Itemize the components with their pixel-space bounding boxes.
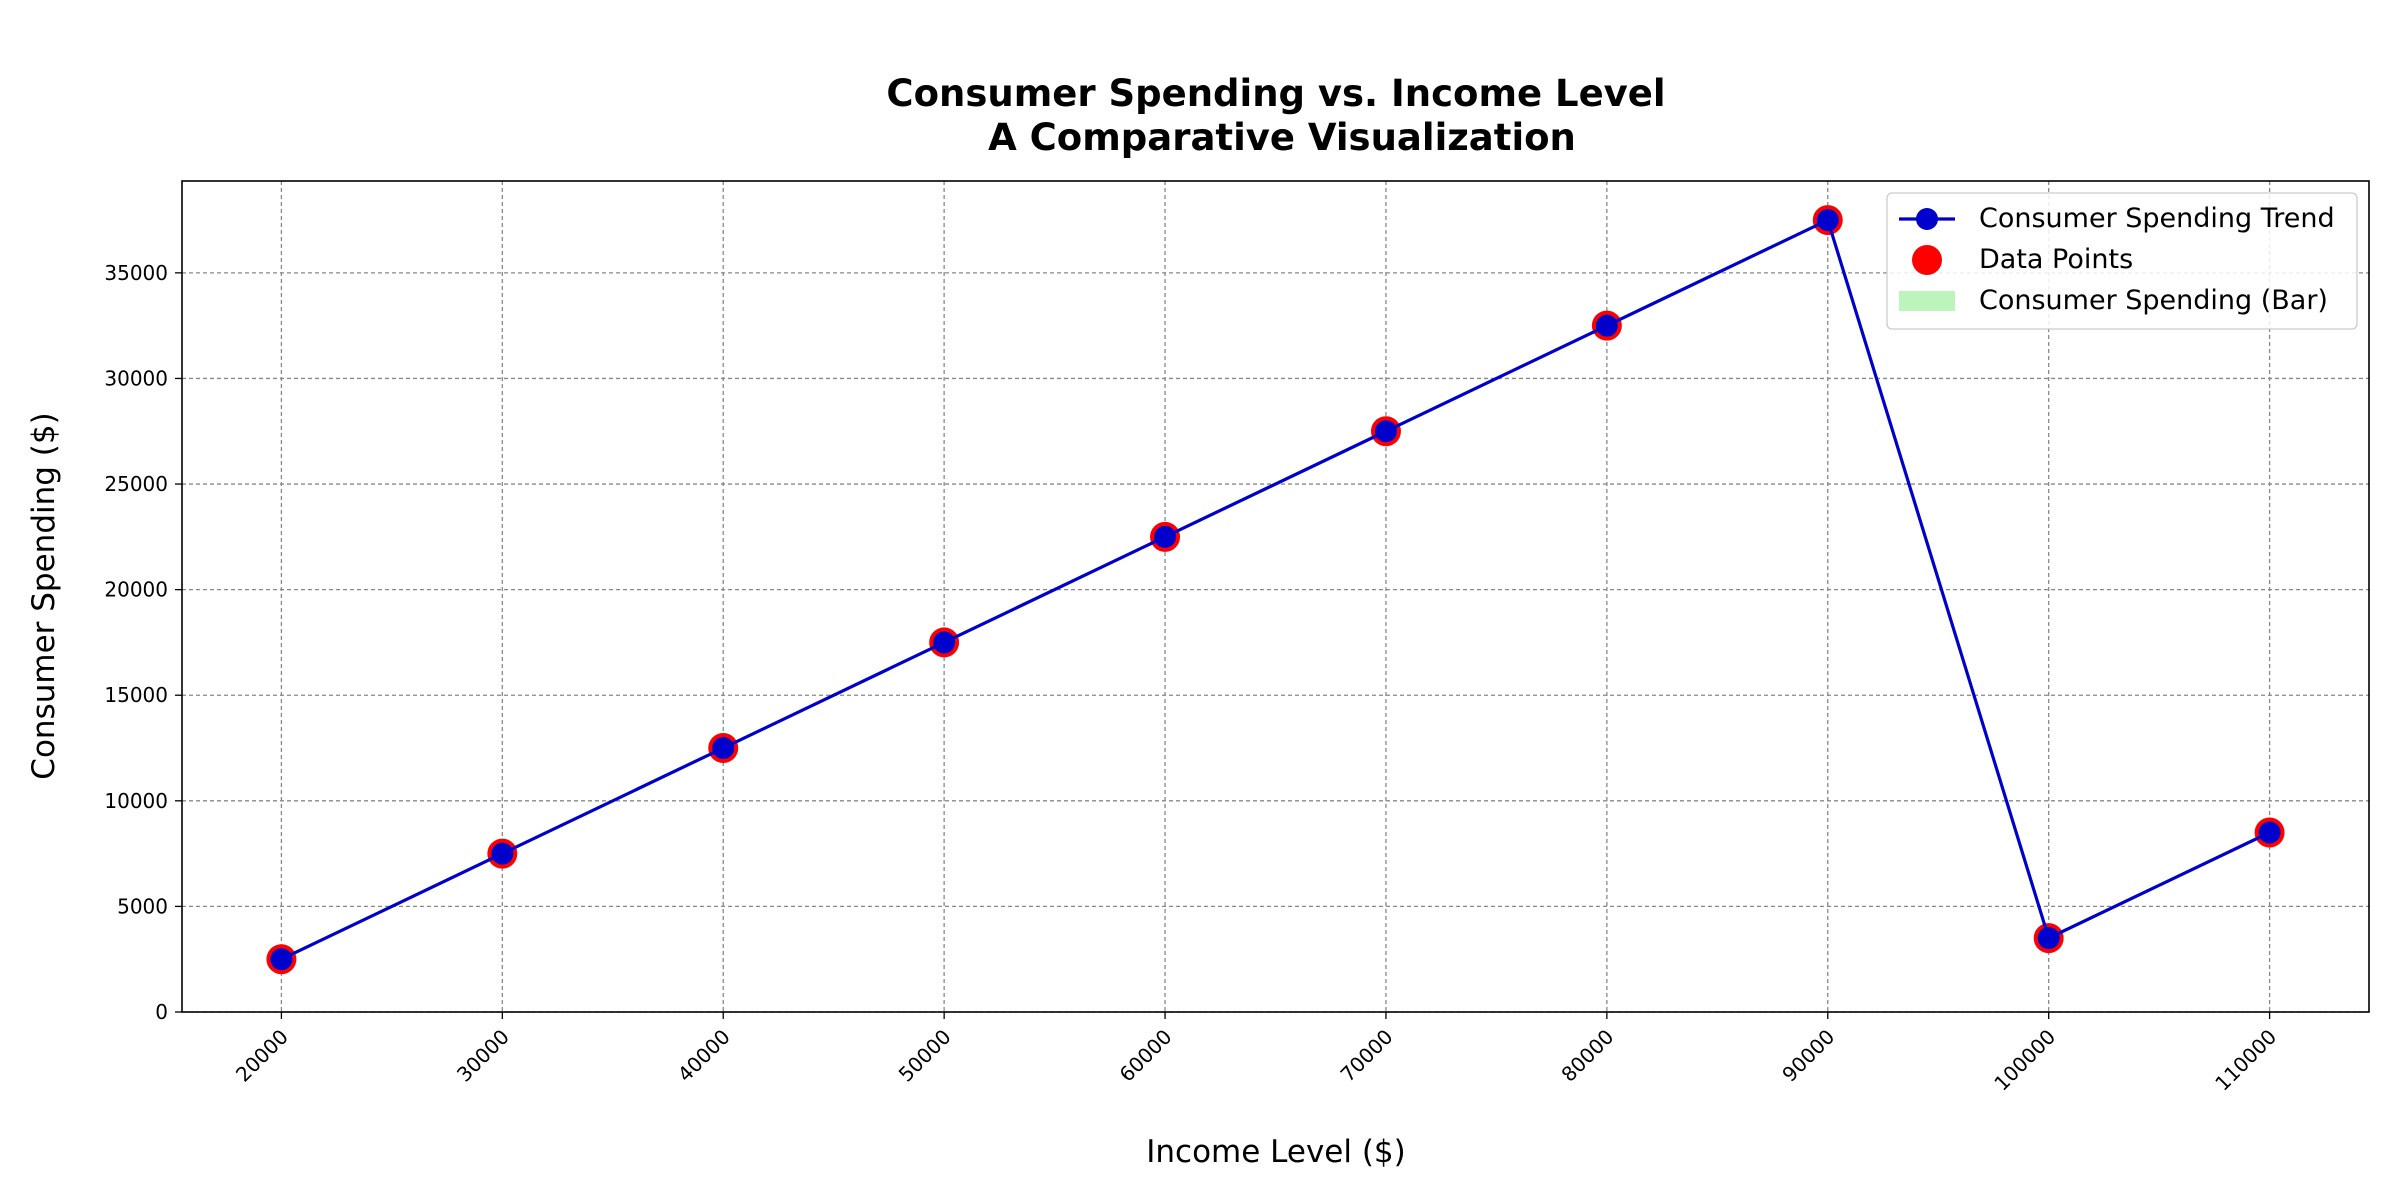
legend-swatch	[1916, 208, 1938, 230]
plot-frame	[181, 180, 2370, 1013]
x-tick-label: 100000	[1989, 1025, 2060, 1096]
x-tick-label: 30000	[452, 1025, 514, 1087]
x-tick-label: 20000	[231, 1025, 293, 1087]
legend-label: Consumer Spending (Bar)	[1979, 285, 2328, 316]
legend-label: Data Points	[1979, 244, 2133, 275]
line-marker	[1374, 420, 1397, 443]
y-tick-label: 5000	[117, 894, 168, 918]
x-tick-label: 40000	[673, 1025, 735, 1087]
legend-box	[1886, 192, 2358, 330]
line-marker	[2258, 821, 2281, 844]
x-axis-label: Income Level ($)	[1146, 1134, 1406, 1170]
y-tick-label: 30000	[104, 366, 168, 390]
line-marker	[1154, 525, 1177, 548]
x-tick-label: 110000	[2210, 1025, 2281, 1096]
line	[280, 217, 2271, 961]
legend: Consumer Spending Trend Data Points Consum…	[1886, 192, 2358, 330]
y-tick-label: 25000	[104, 472, 168, 496]
y-tick-label: 35000	[104, 261, 168, 285]
y-tick-label: 10000	[104, 789, 168, 813]
chart-subtitle: A Comparative Visualization	[988, 116, 1576, 159]
line-marker	[933, 631, 956, 654]
line-marker	[2037, 927, 2060, 950]
line-marker	[270, 948, 293, 971]
y-tick-label: 0	[155, 1000, 168, 1024]
y-tick-label: 20000	[104, 578, 168, 602]
line-marker	[1595, 314, 1618, 337]
legend-swatch	[1912, 245, 1942, 275]
legend-swatch	[1899, 291, 1955, 311]
x-tick-label: 80000	[1556, 1025, 1618, 1087]
x-tick-label: 70000	[1336, 1025, 1398, 1087]
legend-label: Consumer Spending Trend	[1979, 203, 2335, 234]
chart-title: Consumer Spending vs. Income Level	[886, 72, 1665, 115]
line-marker	[1816, 209, 1839, 232]
x-tick-label: 50000	[894, 1025, 956, 1087]
line-marker	[491, 842, 514, 865]
x-tick-label: 90000	[1777, 1025, 1839, 1087]
y-axis-label: Consumer Spending ($)	[26, 412, 62, 779]
x-tick-label: 60000	[1115, 1025, 1177, 1087]
y-tick-label: 15000	[104, 683, 168, 707]
line-marker	[712, 737, 735, 760]
